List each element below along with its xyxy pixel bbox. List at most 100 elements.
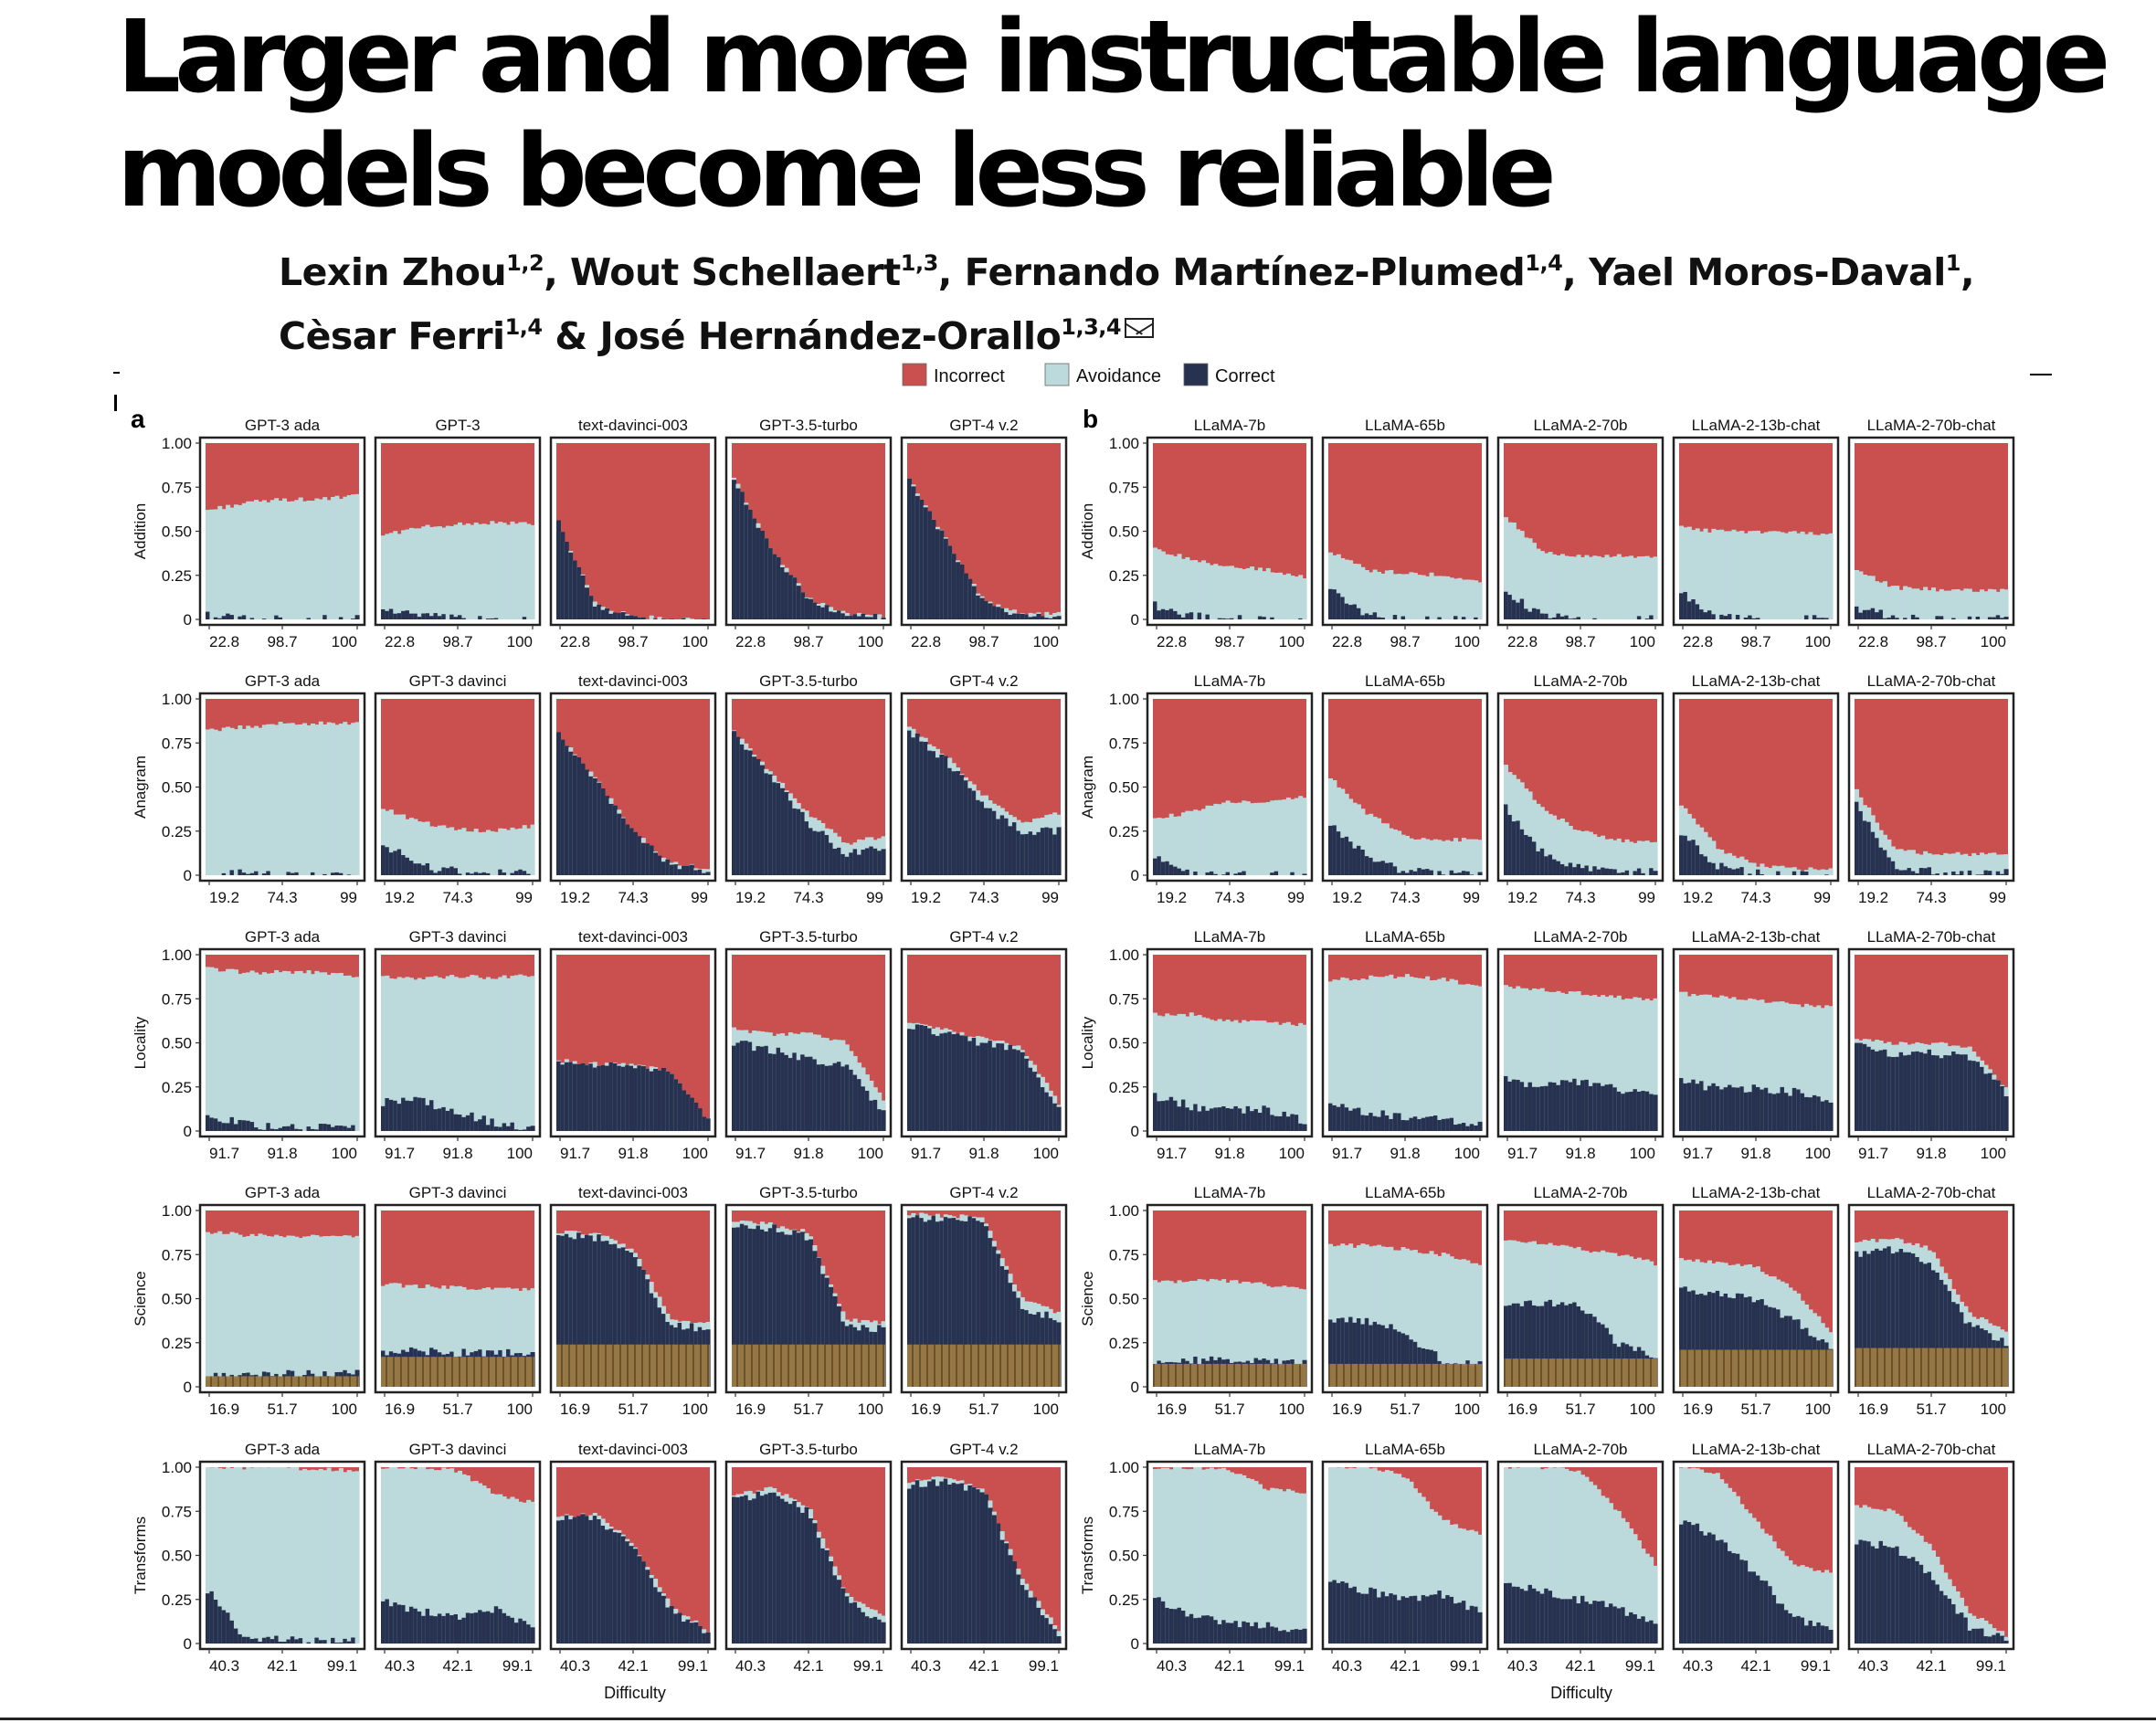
avoidance-bar [1915, 588, 1920, 619]
correct-bar [290, 872, 295, 875]
x-tick-label: 91.7 [1332, 1145, 1362, 1162]
correct-bar [306, 1642, 312, 1644]
avoidance-bar [513, 975, 519, 1131]
correct-bar [1548, 1299, 1553, 1387]
avoidance-bar [401, 530, 407, 619]
avoidance-bar [417, 978, 422, 1131]
correct-bar [991, 1515, 997, 1644]
correct-bar [1855, 1042, 1860, 1131]
avoidance-bar [1816, 1005, 1822, 1131]
correct-bar [580, 575, 586, 619]
legend-swatch-avoidance [1044, 363, 1070, 386]
correct-bar [996, 1253, 1001, 1387]
avoidance-bar [1531, 988, 1537, 1131]
correct-bar [1800, 1617, 1805, 1644]
correct-bar [1328, 1319, 1334, 1387]
correct-bar [1890, 615, 1896, 619]
x-tick-label: 99 [1287, 889, 1305, 906]
avoidance-bar [1274, 1286, 1279, 1387]
avoidance-bar [1584, 555, 1590, 619]
correct-bar [976, 1489, 981, 1644]
envelope-icon[interactable] [1125, 318, 1155, 338]
avoidance-bar [1963, 853, 1969, 875]
correct-bar [445, 1110, 450, 1131]
correct-bar [1870, 608, 1876, 619]
author-name: Yael Moros-Daval [1589, 250, 1946, 294]
correct-bar [458, 873, 463, 875]
correct-bar [661, 1595, 666, 1644]
correct-bar [396, 1604, 402, 1644]
avoidance-bar [1568, 991, 1573, 1131]
avoidance-bar [318, 1236, 323, 1387]
correct-bar [331, 1126, 336, 1131]
correct-bar [1536, 1591, 1541, 1644]
row-label-transforms: Transforms [1079, 1517, 1096, 1594]
correct-bar [732, 1496, 737, 1644]
avoidance-bar [689, 618, 694, 619]
avoidance-bar [274, 1234, 280, 1387]
correct-bar [735, 1496, 741, 1644]
avoidance-bar [413, 819, 418, 875]
correct-bar [425, 862, 430, 875]
avoidance-bar [1947, 853, 1952, 875]
correct-bar [221, 616, 227, 619]
correct-bar [385, 1098, 390, 1131]
correct-bar [1719, 614, 1725, 619]
avoidance-bar [209, 728, 215, 875]
correct-bar [1584, 1079, 1590, 1131]
author-separator: , [937, 250, 965, 294]
avoidance-bar [1278, 1489, 1284, 1644]
avoidance-bar [1348, 1467, 1354, 1644]
correct-bar [1412, 871, 1418, 875]
avoidance-bar [1955, 851, 1960, 875]
correct-bar [1878, 609, 1884, 619]
correct-bar [625, 1541, 630, 1644]
correct-bar [812, 1251, 818, 1387]
avoidance-bar [1728, 998, 1733, 1131]
avoidance-bar [274, 498, 280, 619]
panel-title: LLaMA-2-70b-chat [1867, 928, 1996, 946]
correct-bar [1735, 615, 1740, 619]
correct-bar [1257, 616, 1263, 619]
correct-bar [1910, 871, 1916, 875]
avoidance-bar [266, 1235, 271, 1387]
avoidance-bar [1445, 1253, 1451, 1387]
correct-bar [784, 572, 789, 619]
correct-bar [600, 1526, 606, 1644]
avoidance-bar [1429, 1508, 1434, 1644]
correct-bar [314, 1129, 320, 1131]
correct-bar [1691, 598, 1696, 619]
correct-bar [2000, 1635, 2005, 1644]
correct-bar [1824, 874, 1830, 875]
avoidance-bar [351, 1237, 356, 1387]
avoidance-bar [1633, 842, 1638, 875]
correct-bar [217, 1121, 223, 1131]
correct-bar [1437, 1120, 1443, 1131]
avoidance-bar [393, 814, 398, 875]
row-label-anagram: Anagram [132, 756, 149, 819]
correct-bar [318, 1124, 323, 1131]
correct-bar [943, 756, 948, 875]
correct-bar [1584, 1601, 1590, 1644]
correct-bar [1302, 1628, 1307, 1644]
avoidance-bar [221, 1468, 227, 1644]
avoidance-bar [1477, 840, 1483, 875]
avoidance-bar [1048, 614, 1053, 619]
correct-bar [580, 763, 586, 875]
avoidance-bar [1217, 1280, 1222, 1387]
correct-bar [1429, 1594, 1434, 1644]
correct-bar [645, 1068, 650, 1131]
avoidance-bar [1377, 818, 1382, 875]
avoidance-bar [1242, 1475, 1247, 1644]
correct-bar [405, 1612, 410, 1644]
avoidance-bar [1380, 573, 1386, 619]
x-tick-label: 22.8 [1683, 633, 1713, 650]
avoidance-bar [266, 502, 271, 619]
avoidance-bar [1230, 1280, 1235, 1387]
avoidance-bar [1189, 1469, 1194, 1644]
correct-bar [872, 1616, 878, 1644]
avoidance-bar [1160, 551, 1166, 619]
